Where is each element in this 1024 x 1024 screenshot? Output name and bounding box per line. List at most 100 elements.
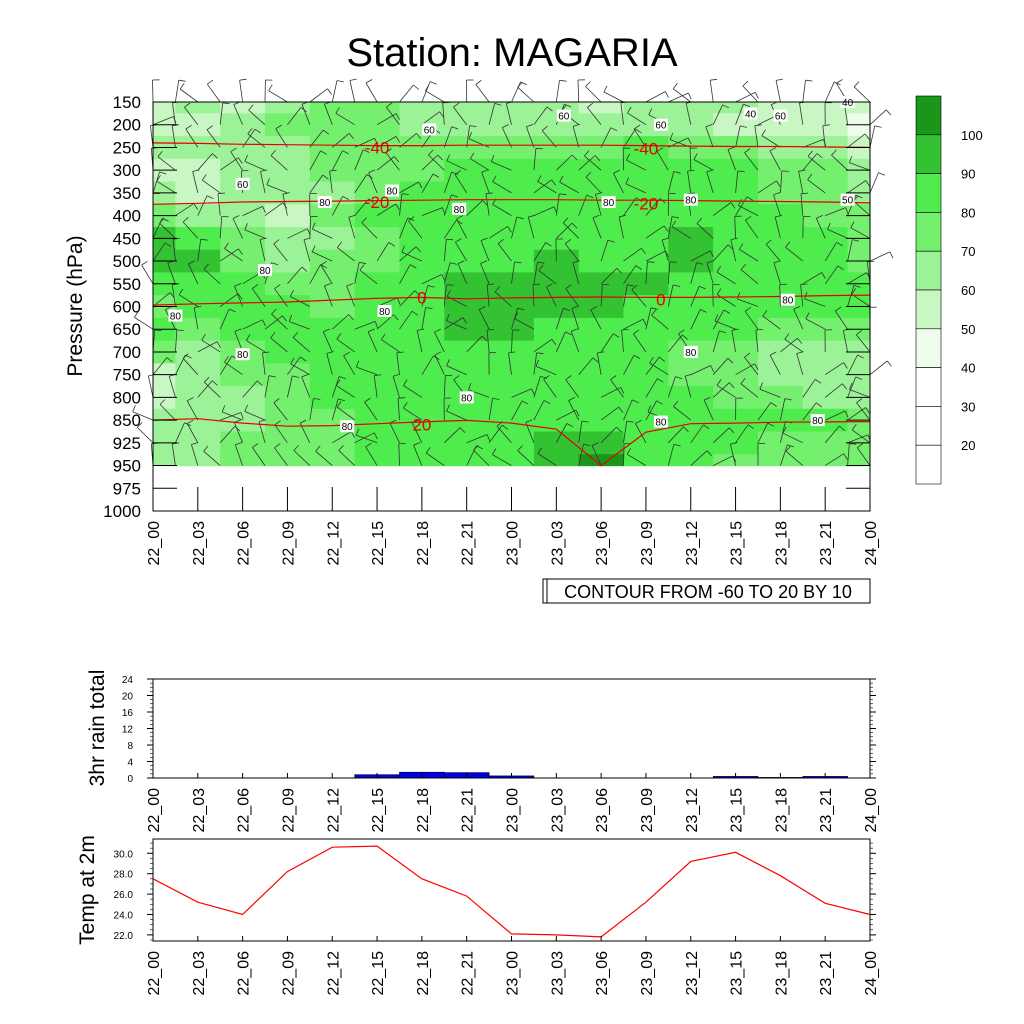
wind-barb	[645, 307, 652, 330]
wind-barb-feather	[425, 307, 433, 310]
rh-cell	[399, 102, 445, 114]
wind-barb	[690, 250, 711, 262]
temp-time-axis: 22_00 22_03 22_06 22_09 22_12 22_15 22_18 22_21…	[146, 936, 880, 996]
wind-barb-feather	[816, 153, 823, 159]
wind-barb-feather	[551, 338, 557, 346]
wind-barb-feather	[736, 292, 741, 300]
wind-barb-feather	[389, 419, 397, 424]
wind-barb-feather	[211, 380, 218, 386]
wind-barb	[324, 285, 333, 307]
rh-cell	[309, 317, 356, 342]
rh-cell	[802, 158, 849, 183]
wind-barb	[744, 152, 759, 171]
rh-contour-label: 80	[655, 418, 667, 429]
wind-barb	[364, 401, 378, 421]
wind-barb-feather	[706, 450, 712, 457]
rh-cell	[265, 102, 311, 114]
wind-barb	[537, 453, 557, 466]
wind-barb	[264, 315, 283, 330]
wind-barb	[737, 298, 759, 307]
rh-cell	[265, 113, 311, 137]
wind-barb	[645, 400, 657, 421]
time-tick-label: 22_09	[280, 788, 297, 833]
rh-cell	[578, 317, 625, 342]
wind-barb	[271, 313, 288, 330]
wind-barb-feather	[282, 202, 288, 209]
rh-cell	[623, 102, 669, 114]
wind-barb	[399, 264, 411, 284]
wind-barb-feather	[137, 422, 143, 428]
rh-label-bg	[601, 196, 616, 208]
wind-barb	[631, 289, 647, 307]
wind-barb-feather	[632, 399, 639, 404]
rh-cell	[713, 249, 759, 273]
wind-barb	[262, 352, 266, 375]
wind-barb	[203, 450, 221, 466]
wind-barb	[623, 265, 637, 285]
wind-barb	[376, 314, 394, 330]
rh-cell	[533, 136, 580, 160]
wind-barb-feather	[401, 193, 409, 195]
rh-cell	[489, 181, 535, 205]
wind-barb-feather	[408, 216, 415, 222]
wind-barb-feather	[481, 169, 489, 173]
wind-barb	[824, 425, 840, 444]
wind-barb-feather	[270, 150, 276, 156]
wind-barb	[242, 380, 258, 398]
rh-contour-label: 80	[461, 393, 473, 404]
wind-barb	[197, 239, 202, 262]
wind-barb-feather	[502, 124, 509, 128]
wind-barb	[856, 402, 871, 421]
temperature-label: -20	[365, 193, 390, 212]
wind-barb	[802, 139, 824, 148]
rh-cell	[399, 227, 445, 251]
wind-barb	[533, 352, 537, 375]
wind-barb	[706, 171, 714, 194]
wind-barb-feather	[348, 133, 354, 139]
rh-cell	[578, 102, 625, 114]
wind-barb	[847, 376, 857, 398]
wind-barb	[396, 352, 400, 375]
wind-barb	[667, 284, 674, 307]
pressure-tick-label: 850	[113, 411, 141, 430]
wind-barb-feather	[613, 333, 620, 338]
wind-barb-feather	[235, 442, 243, 446]
wind-barb	[769, 355, 781, 375]
rh-cell	[668, 136, 714, 160]
wind-barb-feather	[535, 359, 539, 367]
rh-fill-layer	[153, 102, 871, 467]
wind-barb-feather	[508, 351, 516, 354]
wind-barb-feather	[234, 328, 242, 332]
rh-cell	[578, 431, 625, 455]
wind-barb-feather	[132, 405, 136, 412]
colorbar-box	[915, 95, 942, 136]
wind-barb	[585, 176, 602, 194]
wind-barb	[690, 424, 704, 444]
rh-contour-label: 60	[237, 180, 249, 191]
wind-barb-feather	[266, 178, 270, 186]
wind-barb	[533, 242, 547, 262]
wind-barb	[293, 450, 311, 466]
wind-barb	[473, 449, 490, 466]
rh-cell	[489, 272, 535, 296]
wind-barb-feather	[222, 102, 230, 105]
wind-barb-feather	[730, 237, 738, 240]
wind-barb	[853, 86, 871, 103]
wind-barb	[446, 410, 467, 421]
wind-barb	[171, 125, 176, 148]
wind-barb	[645, 261, 648, 284]
wind-barb	[587, 107, 602, 125]
time-tick-label: 23_15	[729, 951, 746, 996]
wind-barb-feather	[273, 398, 280, 404]
wind-barb-feather	[164, 242, 172, 248]
wind-barb	[773, 194, 781, 216]
wind-barb	[735, 363, 755, 376]
time-tick-label: 22_00	[146, 788, 163, 833]
wind-barb-feather	[536, 352, 544, 355]
rain-frame	[152, 678, 871, 779]
wind-barb	[802, 216, 804, 239]
wind-barb-feather	[755, 329, 763, 331]
wind-barb	[399, 181, 419, 194]
wind-barb	[651, 314, 669, 330]
wind-barb	[359, 269, 378, 285]
